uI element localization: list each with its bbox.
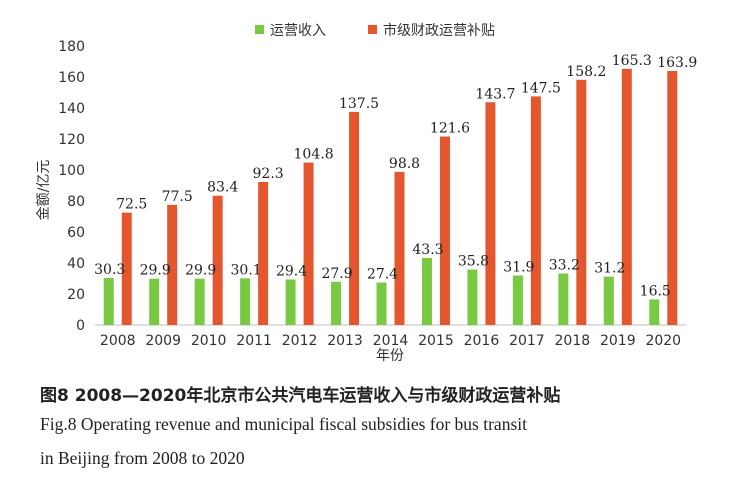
bar-fiscal-subsidy bbox=[349, 111, 360, 325]
x-tick-label: 2010 bbox=[191, 333, 227, 349]
y-tick-label: 100 bbox=[58, 163, 85, 179]
data-label: 29.9 bbox=[185, 263, 216, 279]
figure-caption-english-line1: Fig.8 Operating revenue and municipal fi… bbox=[40, 414, 527, 434]
data-label: 35.8 bbox=[458, 254, 489, 270]
data-label: 29.4 bbox=[276, 263, 307, 279]
data-label: 30.3 bbox=[94, 262, 125, 278]
legend-swatch bbox=[368, 25, 377, 34]
x-tick-label: 2009 bbox=[145, 333, 181, 349]
data-label: 27.4 bbox=[367, 267, 398, 283]
x-tick-label: 2015 bbox=[418, 333, 454, 349]
y-axis-title: 金额/亿元 bbox=[36, 160, 52, 221]
bar-fiscal-subsidy bbox=[258, 181, 269, 325]
bar-operating-revenue bbox=[512, 275, 523, 325]
x-tick-label: 2011 bbox=[236, 333, 272, 349]
data-label: 31.2 bbox=[594, 261, 625, 277]
x-axis-title: 年份 bbox=[376, 348, 404, 364]
bar-operating-revenue bbox=[649, 299, 660, 325]
data-label: 31.9 bbox=[503, 260, 534, 276]
figure-caption-english-line2: in Beijing from 2008 to 2020 bbox=[40, 448, 245, 468]
y-tick-label: 140 bbox=[58, 101, 85, 117]
y-tick-label: 80 bbox=[67, 194, 85, 210]
bar-fiscal-subsidy bbox=[439, 136, 450, 325]
bar-operating-revenue bbox=[376, 282, 387, 325]
bar-fiscal-subsidy bbox=[303, 162, 314, 325]
data-label: 33.2 bbox=[549, 258, 580, 274]
data-label: 147.5 bbox=[521, 80, 561, 96]
data-label: 72.5 bbox=[116, 197, 147, 213]
data-label: 121.6 bbox=[430, 121, 470, 137]
bar-operating-revenue bbox=[421, 257, 432, 325]
data-label: 137.5 bbox=[339, 96, 379, 112]
data-label: 16.5 bbox=[640, 283, 671, 299]
data-label: 92.3 bbox=[253, 166, 284, 182]
bar-operating-revenue bbox=[240, 278, 251, 325]
bar-operating-revenue bbox=[331, 281, 342, 325]
y-tick-label: 120 bbox=[58, 132, 85, 148]
bar-operating-revenue bbox=[194, 278, 205, 325]
x-tick-label: 2008 bbox=[100, 333, 136, 349]
data-label: 163.9 bbox=[657, 55, 697, 71]
y-tick-label: 0 bbox=[76, 318, 85, 334]
y-tick-label: 20 bbox=[67, 287, 85, 303]
data-label: 29.9 bbox=[140, 263, 171, 279]
bar-chart: 运营收入 市级财政运营补贴 0 20 40 60 80 100 120 140 160 180 20… bbox=[36, 22, 697, 364]
data-label: 30.1 bbox=[231, 262, 262, 278]
x-tick-label: 2016 bbox=[464, 333, 500, 349]
figure-caption-chinese: 图8 2008—2020年北京市公共汽电车运营收入与市级财政运营补贴 bbox=[40, 386, 561, 406]
bar-operating-revenue bbox=[149, 278, 160, 325]
data-label: 165.3 bbox=[612, 53, 652, 69]
bar-fiscal-subsidy bbox=[485, 102, 496, 325]
bar-fiscal-subsidy bbox=[621, 68, 632, 325]
bar-fiscal-subsidy bbox=[667, 70, 678, 325]
bar-operating-revenue bbox=[103, 278, 114, 325]
x-tick-label: 2017 bbox=[509, 333, 545, 349]
bar-fiscal-subsidy bbox=[167, 204, 178, 325]
bar-operating-revenue bbox=[285, 279, 296, 325]
legend-label: 市级财政运营补贴 bbox=[383, 22, 495, 39]
y-tick-label: 60 bbox=[67, 225, 85, 241]
x-tick-label: 2020 bbox=[645, 333, 681, 349]
x-tick-label: 2012 bbox=[282, 333, 318, 349]
x-tick-label: 2014 bbox=[373, 333, 409, 349]
chart: 运营收入 市级财政运营补贴 0 20 40 60 80 100 120 140 160 180 20… bbox=[36, 22, 697, 364]
y-axis: 0 20 40 60 80 100 120 140 160 180 bbox=[58, 39, 85, 334]
bar-operating-revenue bbox=[603, 276, 614, 325]
legend-swatch bbox=[255, 25, 264, 34]
bar-operating-revenue bbox=[467, 269, 478, 325]
bar-fiscal-subsidy bbox=[212, 195, 223, 325]
legend: 运营收入 市级财政运营补贴 bbox=[255, 22, 495, 39]
legend-label: 运营收入 bbox=[270, 23, 326, 39]
x-tick-label: 2018 bbox=[555, 333, 591, 349]
data-label: 27.9 bbox=[321, 266, 352, 282]
y-tick-label: 160 bbox=[58, 70, 85, 86]
data-label: 104.8 bbox=[294, 147, 334, 163]
y-tick-label: 40 bbox=[67, 256, 85, 272]
x-tick-label: 2013 bbox=[327, 333, 363, 349]
bars bbox=[103, 68, 678, 325]
data-label: 98.8 bbox=[389, 156, 420, 172]
x-tick-label: 2019 bbox=[600, 333, 636, 349]
bar-fiscal-subsidy bbox=[576, 79, 587, 325]
bar-operating-revenue bbox=[558, 273, 569, 325]
data-label: 143.7 bbox=[475, 86, 515, 102]
y-tick-label: 180 bbox=[58, 39, 85, 55]
bar-fiscal-subsidy bbox=[530, 96, 541, 325]
bar-fiscal-subsidy bbox=[121, 212, 132, 325]
data-label: 158.2 bbox=[566, 64, 606, 80]
bar-fiscal-subsidy bbox=[394, 171, 405, 325]
data-label: 83.4 bbox=[207, 180, 238, 196]
x-axis: 2008 2009 2010 2011 2012 2013 2014 2015 2016 2017… bbox=[95, 324, 686, 349]
data-label: 77.5 bbox=[162, 189, 193, 205]
data-label: 43.3 bbox=[412, 242, 443, 258]
data-labels: 30.3 72.5 29.9 77.5 29.9 83.4 30.1 92.3 29.4 104.… bbox=[94, 53, 697, 300]
